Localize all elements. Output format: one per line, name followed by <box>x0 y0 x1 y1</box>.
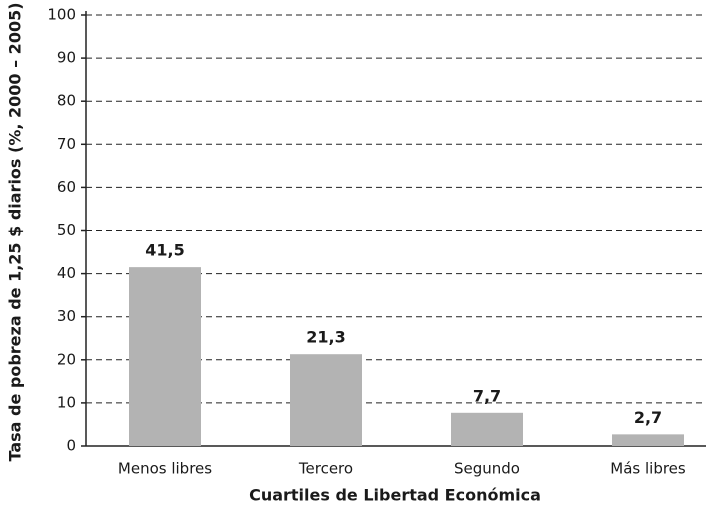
y-tick-label: 60 <box>57 178 76 196</box>
y-tick-label: 90 <box>57 49 76 67</box>
y-axis-title: Tasa de pobreza de 1,25 $ diarios (%, 20… <box>6 2 25 461</box>
bar <box>612 434 684 446</box>
bar <box>451 412 523 446</box>
x-tick-label: Tercero <box>298 460 353 478</box>
y-tick-label: 0 <box>66 437 76 455</box>
x-tick-label: Segundo <box>454 460 520 478</box>
y-tick-label: 20 <box>57 350 76 368</box>
bar <box>129 267 201 446</box>
value-label: 41,5 <box>145 241 184 260</box>
y-tick-label: 70 <box>57 135 76 153</box>
y-tick-label: 40 <box>57 264 76 282</box>
x-axis-title: Cuartiles de Libertad Económica <box>249 486 541 505</box>
bar <box>290 354 362 446</box>
x-tick-label: Menos libres <box>118 460 212 478</box>
y-tick-label: 100 <box>47 6 76 24</box>
value-label: 7,7 <box>473 386 501 405</box>
y-tick-label: 10 <box>57 393 76 411</box>
value-label: 2,7 <box>634 408 662 427</box>
y-tick-label: 50 <box>57 221 76 239</box>
x-tick-label: Más libres <box>610 460 686 478</box>
value-label: 21,3 <box>306 328 345 347</box>
y-tick-label: 80 <box>57 92 76 110</box>
y-tick-label: 30 <box>57 307 76 325</box>
